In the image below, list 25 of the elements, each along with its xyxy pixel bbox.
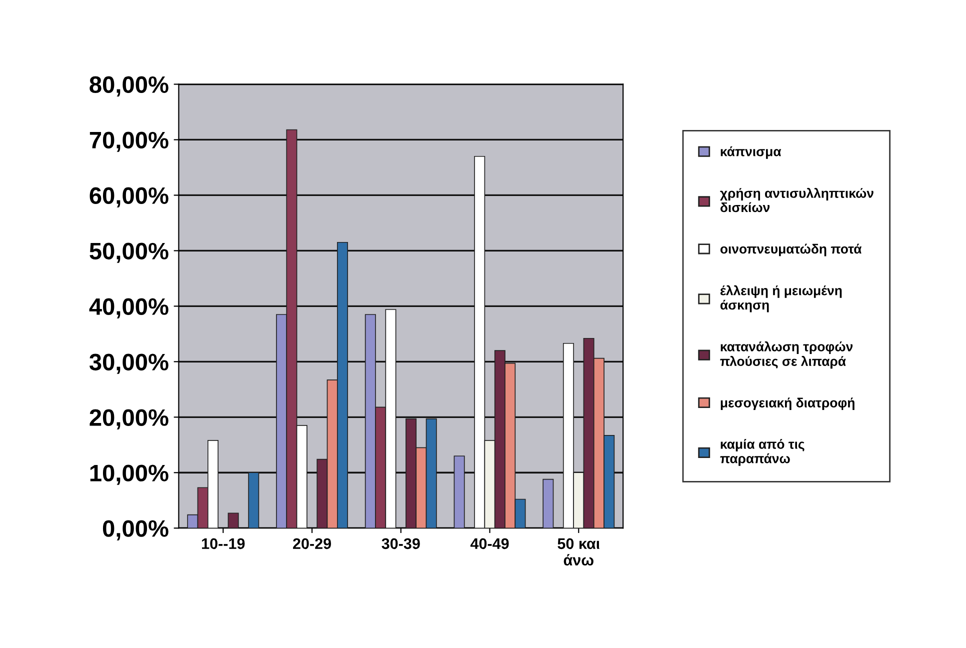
y-tick-label: 0,00% bbox=[102, 520, 168, 540]
x-tick-label: 30-39 bbox=[382, 538, 420, 550]
y-tick-label: 80,00% bbox=[90, 76, 168, 96]
y-tick-label: 60,00% bbox=[90, 187, 168, 208]
legend-label: οινοπνευματώδη ποτά bbox=[720, 244, 862, 256]
legend-label: κάπνισμα bbox=[720, 146, 782, 159]
bar bbox=[228, 512, 239, 528]
legend-label: καμία από τις παραπάνω bbox=[720, 439, 804, 466]
legend-label: κατανάλωση τροφών πλούσιες σε λιπαρά bbox=[720, 341, 853, 369]
y-tick-label: 40,00% bbox=[89, 298, 168, 318]
bar bbox=[248, 472, 260, 528]
x-tick-label: 50 και άνω bbox=[558, 538, 600, 566]
y-tick-label: 50,00% bbox=[90, 242, 168, 263]
bar bbox=[542, 478, 554, 528]
legend-label: χρήση αντισυλληπτικών δισκίων bbox=[720, 188, 874, 212]
legend-label: έλλειψη ή μειωμένη άσκηση bbox=[720, 285, 842, 312]
bar bbox=[454, 456, 465, 528]
x-tick-label: 40-49 bbox=[470, 538, 509, 550]
x-tick-label: 20-29 bbox=[293, 538, 331, 550]
y-tick-label: 30,00% bbox=[89, 354, 168, 374]
x-tick-label: 10--19 bbox=[202, 538, 245, 550]
legend-label: μεσογειακή διατροφή bbox=[720, 398, 854, 410]
y-tick-label: 20,00% bbox=[90, 409, 168, 430]
y-tick-label: 10,00% bbox=[90, 464, 168, 485]
y-tick-label: 70,00% bbox=[90, 132, 168, 152]
